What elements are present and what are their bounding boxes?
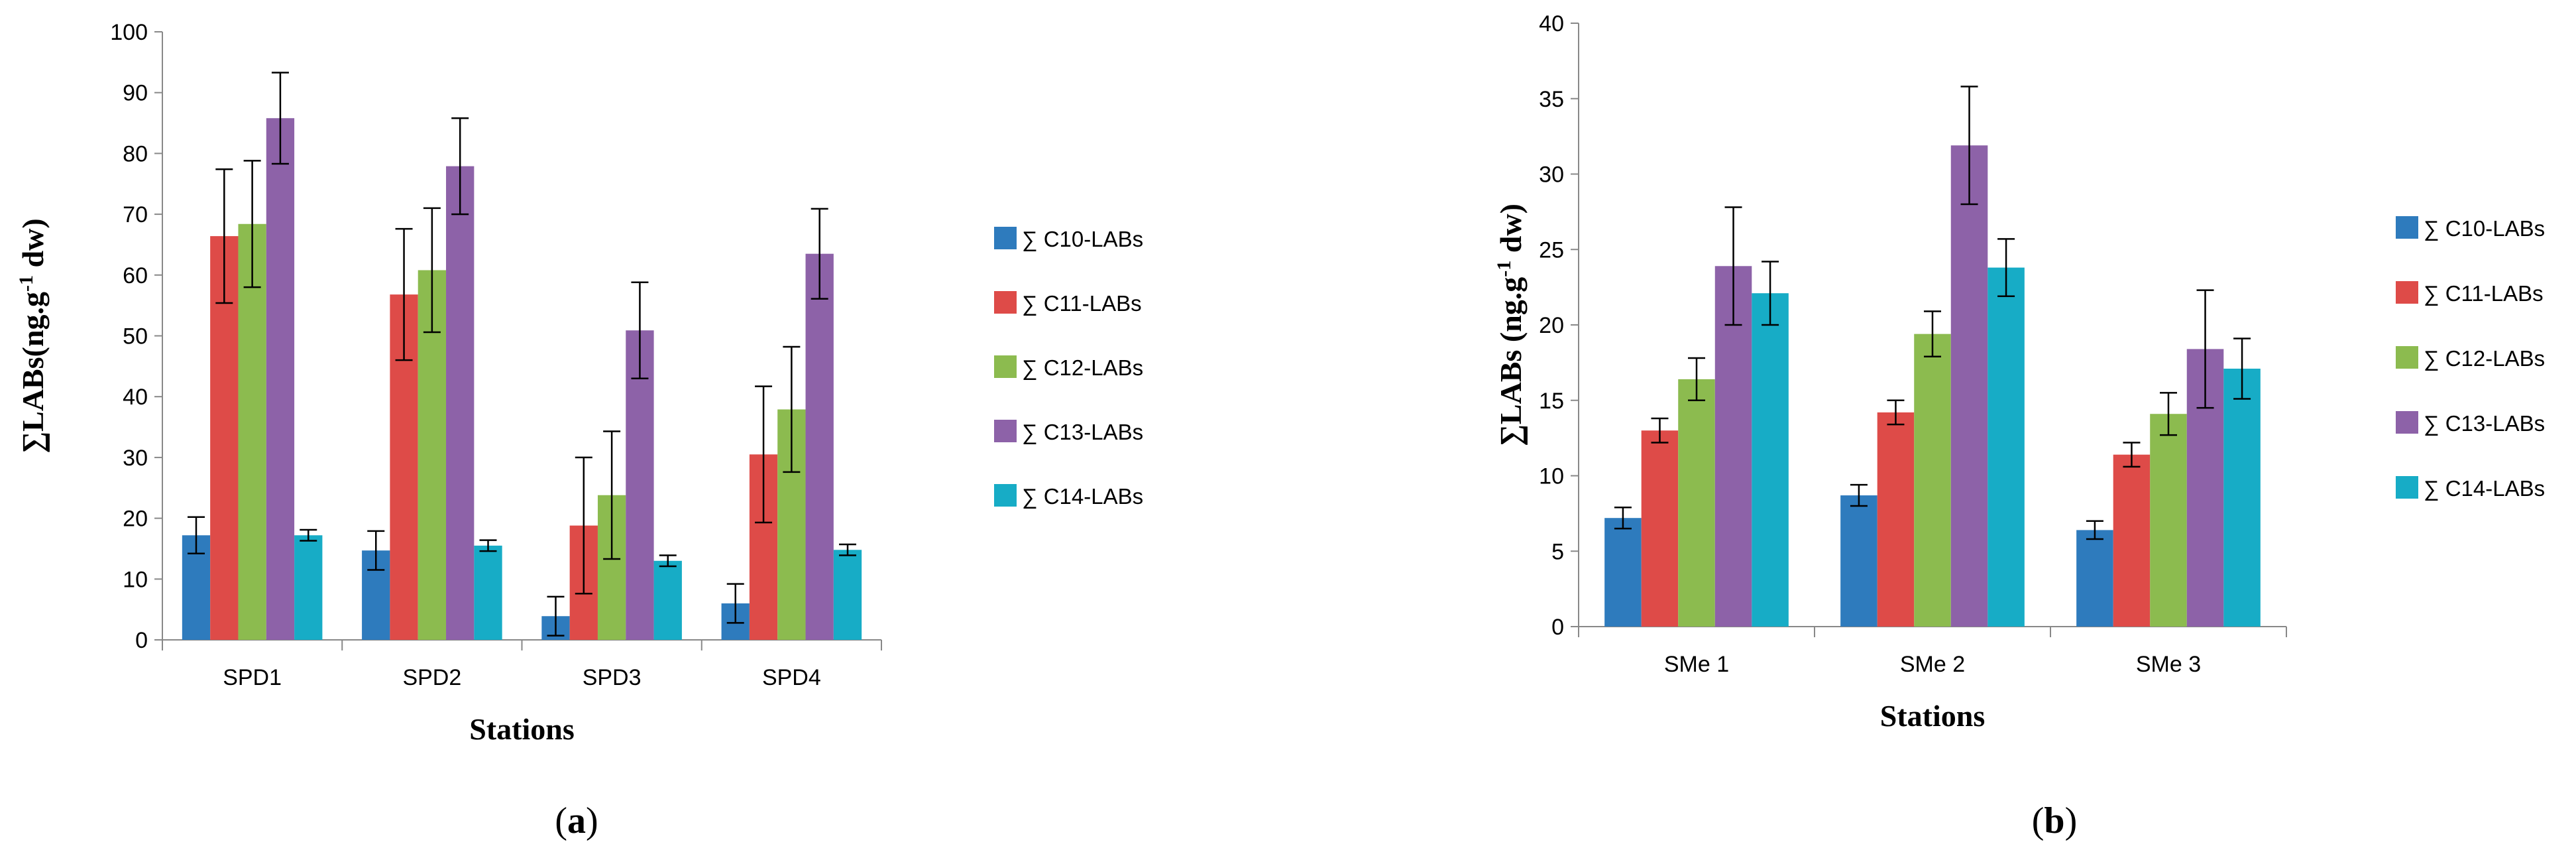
- legend-swatch: [2396, 411, 2418, 434]
- bar: [1988, 267, 2025, 627]
- y-tick-label: 30: [123, 446, 148, 471]
- bar: [1641, 430, 1679, 627]
- y-tick-label: 0: [135, 628, 148, 653]
- bar: [294, 535, 323, 640]
- y-tick-label: 40: [123, 385, 148, 410]
- bar: [1678, 379, 1715, 627]
- y-tick-label: 25: [1539, 237, 1564, 263]
- y-tick-label: 100: [110, 20, 148, 45]
- y-tick-label: 20: [123, 507, 148, 532]
- legend-swatch: [2396, 216, 2418, 239]
- legend-swatch: [994, 227, 1017, 249]
- panel-label-b: (b): [2032, 800, 2077, 841]
- y-tick-label: 10: [1539, 464, 1564, 489]
- bar: [1752, 293, 1789, 627]
- bar: [1604, 518, 1642, 627]
- bar: [1714, 266, 1752, 627]
- bar: [1914, 334, 1951, 627]
- x-category-label: SMe 2: [1900, 652, 1965, 677]
- legend-label: ∑ C12-LABs: [1022, 355, 1143, 380]
- legend-label: ∑ C10-LABs: [1022, 227, 1143, 251]
- bar: [1840, 495, 1877, 627]
- legend-label: ∑ C11-LABs: [2424, 281, 2544, 306]
- y-tick-label: 30: [1539, 162, 1564, 188]
- y-tick-label: 5: [1551, 539, 1564, 564]
- legend-label: ∑ C14-LABs: [1022, 484, 1143, 509]
- bar: [1950, 145, 1988, 627]
- y-tick-label: 90: [123, 81, 148, 106]
- bar: [833, 550, 862, 640]
- y-tick-label: 10: [123, 567, 148, 592]
- x-category-label: SPD4: [762, 665, 821, 690]
- panel-label-a: (a): [555, 800, 598, 841]
- bar: [626, 330, 654, 640]
- x-category-label: SMe 3: [2136, 652, 2201, 677]
- x-category-label: SMe 1: [1664, 652, 1729, 677]
- legend-label: ∑ C13-LABs: [1022, 420, 1143, 444]
- bar: [266, 118, 295, 641]
- legend-swatch: [994, 484, 1017, 507]
- legend-swatch: [994, 420, 1017, 442]
- legend-swatch: [2396, 346, 2418, 369]
- y-tick-label: 20: [1539, 313, 1564, 338]
- y-axis-title: ∑LABs (ng.g-1 dw): [1493, 204, 1528, 446]
- y-tick-label: 40: [1539, 11, 1564, 36]
- legend-label: ∑ C12-LABs: [2424, 346, 2545, 371]
- chart-a: 0 10 20 30 40 50 60 70 80 90 100 SPD1 SPD2 SPD3 SPD4 St…: [15, 20, 1143, 746]
- y-tick-label: 15: [1539, 389, 1564, 414]
- legend-label: ∑ C10-LABs: [2424, 216, 2545, 241]
- bar: [2150, 414, 2187, 627]
- bar: [2076, 530, 2113, 627]
- y-tick-label: 60: [123, 263, 148, 288]
- legend-swatch: [994, 355, 1017, 378]
- x-axis-title: Stations: [469, 712, 574, 746]
- legend-swatch: [994, 291, 1017, 314]
- legend-label: ∑ C11-LABs: [1022, 291, 1142, 316]
- bar: [1877, 412, 1915, 627]
- legend-swatch: [2396, 281, 2418, 304]
- bar: [2223, 368, 2261, 627]
- x-axis-title: Stations: [1880, 699, 1985, 733]
- x-category-label: SPD3: [583, 665, 642, 690]
- x-category-label: SPD1: [223, 665, 282, 690]
- y-tick-label: 50: [123, 324, 148, 349]
- bar: [474, 545, 502, 640]
- y-tick-label: 70: [123, 202, 148, 227]
- y-tick-label: 0: [1551, 615, 1564, 640]
- y-tick-label: 80: [123, 141, 148, 166]
- y-axis-title: ∑LABs(ng.g-1 dw): [15, 218, 50, 453]
- legend-swatch: [2396, 476, 2418, 499]
- bar: [653, 560, 682, 640]
- legend-label: ∑ C14-LABs: [2424, 476, 2545, 501]
- chart-b: 0 5 10 15 20 25 30 35 40 SMe 1 SMe 2 SMe 3 Stations ∑…: [1493, 11, 2545, 733]
- bar: [805, 253, 834, 641]
- legend-label: ∑ C13-LABs: [2424, 411, 2545, 436]
- x-category-label: SPD2: [402, 665, 461, 690]
- bar: [238, 223, 266, 641]
- bar: [2113, 454, 2151, 627]
- bar: [446, 166, 475, 641]
- y-tick-label: 35: [1539, 87, 1564, 112]
